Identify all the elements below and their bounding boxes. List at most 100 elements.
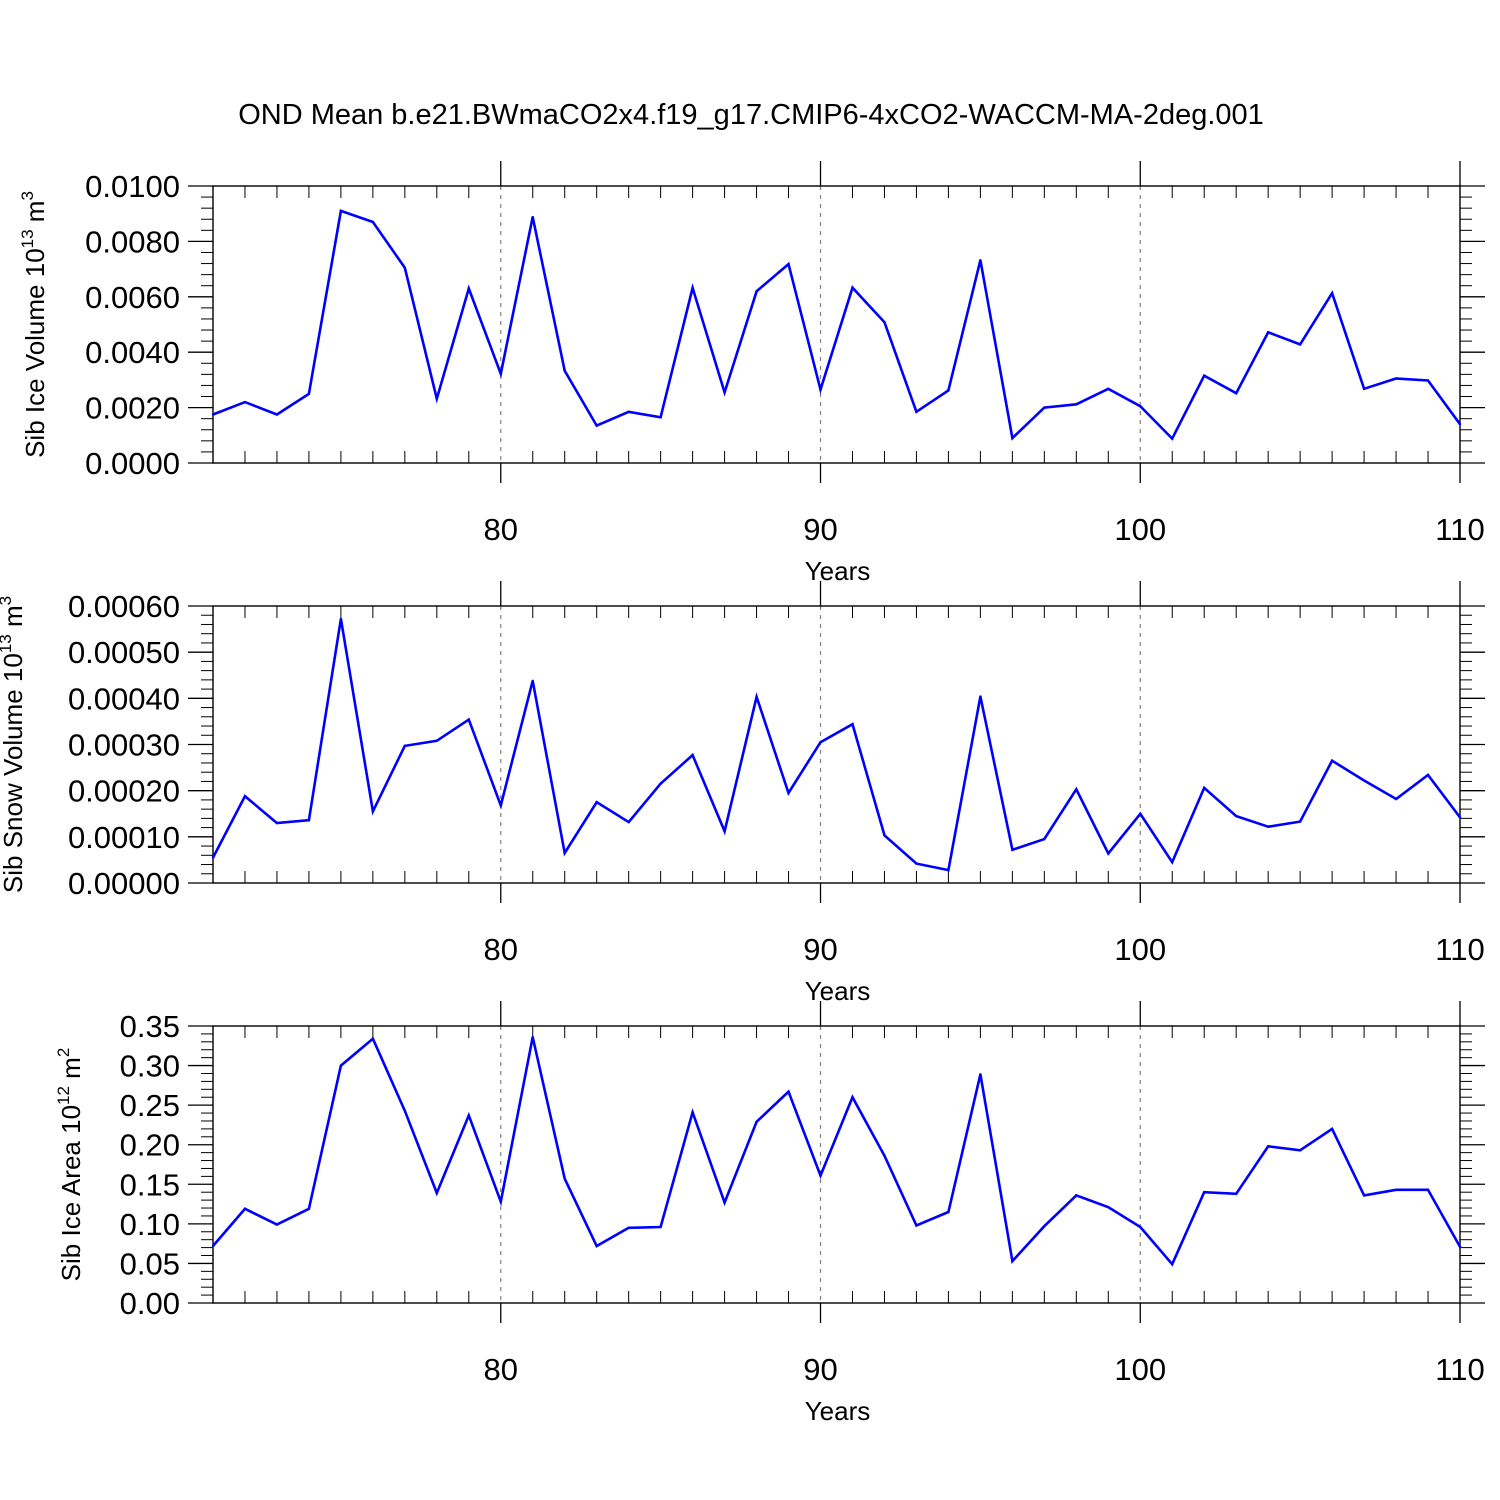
y-tick-label: 0.10 <box>120 1207 180 1242</box>
data-point <box>755 1120 758 1123</box>
data-point <box>755 695 758 699</box>
plot-frame <box>212 1025 1461 1304</box>
x-tick-label: 90 <box>803 512 837 547</box>
series-line <box>211 618 1462 872</box>
data-point <box>339 617 343 621</box>
data-point <box>499 1200 502 1203</box>
plot-frame <box>212 185 1461 464</box>
data-point <box>883 834 886 837</box>
x-tick-label: 100 <box>1114 512 1166 547</box>
data-point <box>563 369 566 372</box>
data-point <box>371 1037 375 1040</box>
chart-panel-2: 0.00000 0.00010 0.00020 0.00030 0.00040 0.000… <box>0 581 1485 1006</box>
data-point <box>403 1109 407 1112</box>
data-point <box>1362 779 1366 782</box>
y-tick-label: 0.30 <box>120 1049 180 1084</box>
data-point <box>851 1096 854 1099</box>
data-point <box>1234 391 1238 395</box>
data-point <box>563 1177 566 1180</box>
data-point <box>1426 1188 1430 1192</box>
data-point <box>1171 1263 1174 1266</box>
y-tick-label: 0.00030 <box>68 728 180 763</box>
data-point <box>1458 423 1462 426</box>
data-point <box>435 397 439 400</box>
data-point <box>243 1207 247 1211</box>
data-point <box>595 801 598 804</box>
data-point <box>1298 820 1302 823</box>
x-tick-label: 100 <box>1114 932 1166 967</box>
data-point <box>979 259 982 262</box>
data-point <box>1171 861 1174 864</box>
data-point <box>691 286 694 290</box>
data-point <box>435 1191 439 1195</box>
data-point <box>1203 374 1206 377</box>
data-point <box>851 722 854 726</box>
data-point <box>659 1225 662 1229</box>
y-tick-label: 0.25 <box>120 1088 180 1123</box>
y-tick-label: 0.00020 <box>68 774 180 809</box>
series-line <box>212 1036 1462 1267</box>
y-tick-label: 0.00010 <box>68 820 180 855</box>
data-point <box>339 1064 343 1067</box>
data-point <box>1107 1206 1110 1209</box>
data-point <box>755 290 758 293</box>
data-point <box>627 410 630 413</box>
data-point <box>1298 1149 1302 1152</box>
y-tick-label: 0.00060 <box>68 589 180 624</box>
y-tick-label: 0.00040 <box>68 681 180 716</box>
chart-panel-1: 0.0000 0.0020 0.0040 0.0060 0.0080 0.0100 80 90… <box>18 161 1485 586</box>
data-point <box>1139 812 1142 815</box>
y-axis-label: Sib Snow Volume 1013 m3 <box>0 596 28 893</box>
data-point <box>467 718 470 721</box>
data-point <box>627 820 630 824</box>
data-point <box>1330 759 1334 762</box>
data-point <box>499 372 502 376</box>
data-point <box>211 856 215 859</box>
plot-frame <box>212 605 1461 884</box>
data-point <box>979 695 982 698</box>
data-point <box>1075 1194 1078 1197</box>
y-tick-label: 0.0020 <box>85 391 180 426</box>
data-point <box>1075 788 1078 791</box>
data-point <box>1203 786 1206 790</box>
data-point <box>371 810 375 813</box>
data-point <box>691 1111 694 1114</box>
x-tick-label: 80 <box>484 512 518 547</box>
y-tick-label: 0.00 <box>120 1286 180 1321</box>
data-point <box>1011 848 1014 851</box>
data-point <box>819 1174 822 1177</box>
data-point <box>1011 436 1014 440</box>
data-point <box>243 795 247 798</box>
y-axis-label: Sib Ice Area 1012 m2 <box>54 1048 86 1282</box>
y-tick-label: 0.0080 <box>85 224 180 259</box>
data-point <box>1426 773 1430 777</box>
data-point <box>243 400 247 404</box>
data-point <box>307 819 311 822</box>
data-point <box>467 287 470 290</box>
data-point <box>1330 1127 1334 1131</box>
data-point <box>1171 437 1174 440</box>
data-point <box>787 1090 790 1093</box>
data-point <box>723 391 726 394</box>
data-point <box>595 424 598 427</box>
x-axis-label: Years <box>805 1396 871 1426</box>
data-point <box>307 392 311 395</box>
data-point <box>371 220 375 224</box>
x-tick-label: 110 <box>1435 1352 1484 1387</box>
data-point <box>403 266 407 269</box>
y-tick-label: 0.00000 <box>68 866 180 901</box>
data-point <box>915 862 918 865</box>
data-point <box>1330 291 1334 295</box>
y-tick-label: 0.20 <box>120 1128 180 1163</box>
x-tick-label: 90 <box>803 932 837 967</box>
data-point <box>211 413 215 416</box>
data-point <box>307 1207 311 1211</box>
data-point <box>1203 1191 1206 1194</box>
x-tick-label: 110 <box>1435 512 1484 547</box>
data-point <box>467 1114 470 1117</box>
data-point <box>915 1224 918 1227</box>
data-point <box>1298 343 1302 346</box>
data-point <box>1426 379 1430 382</box>
data-point <box>1107 387 1110 390</box>
